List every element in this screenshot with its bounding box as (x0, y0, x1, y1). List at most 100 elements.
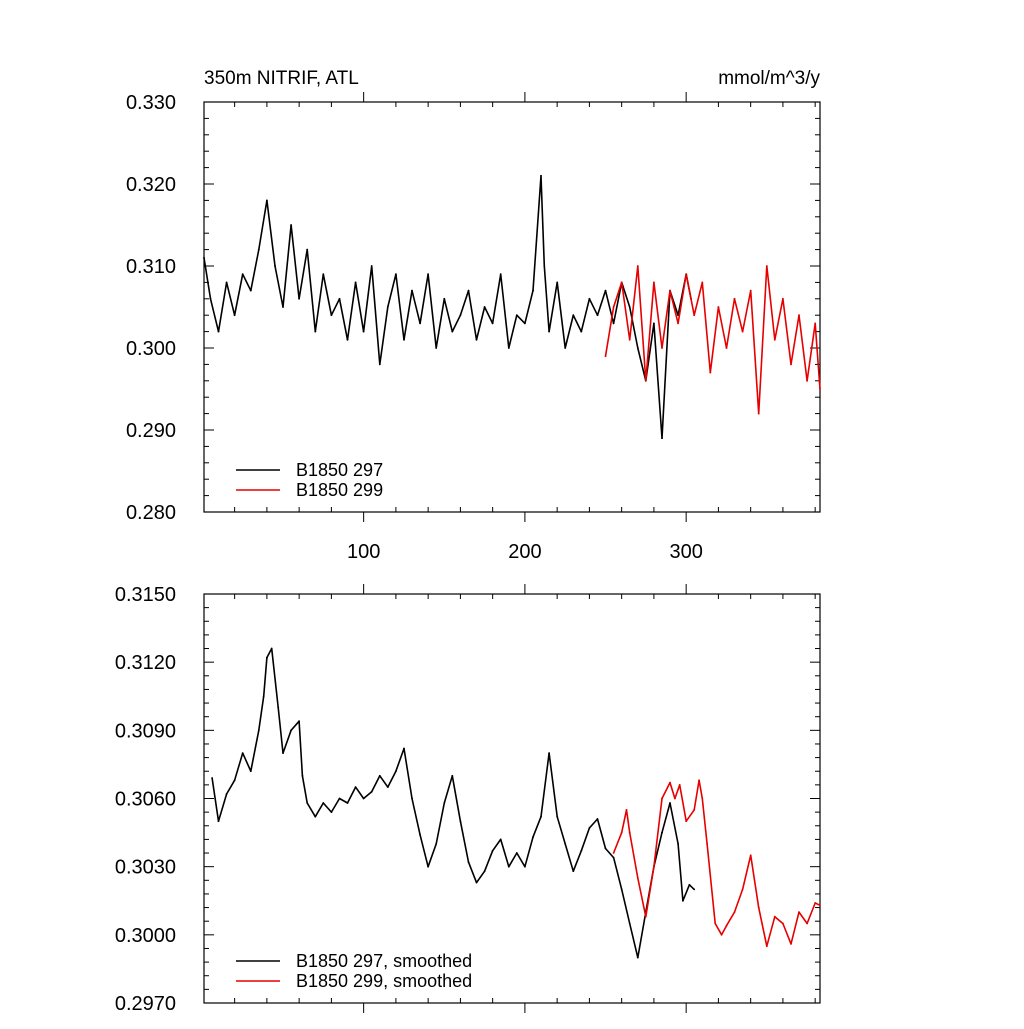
data-point-1 (612, 852, 615, 854)
data-point-1 (685, 820, 688, 823)
data-point-0 (370, 790, 373, 793)
data-point-1 (628, 831, 631, 834)
x-tick-label: 200 (508, 541, 541, 563)
data-point-0 (459, 820, 462, 823)
data-point-0 (354, 281, 357, 284)
y-tick-label: 0.280 (126, 502, 176, 524)
data-point-0 (314, 815, 317, 818)
data-point-0 (354, 786, 357, 788)
data-point-0 (540, 174, 542, 177)
y-tick-label: 0.3060 (115, 789, 176, 811)
data-point-0 (564, 843, 567, 845)
legend-label-0: B1850 297 (296, 460, 383, 480)
data-point-0 (322, 273, 325, 276)
data-point-1 (773, 338, 776, 341)
data-point-0 (532, 289, 534, 292)
data-point-0 (411, 797, 413, 800)
data-point-0 (628, 306, 631, 308)
data-point-0 (225, 793, 228, 795)
data-point-0 (386, 786, 389, 788)
y-tick-label: 0.3090 (115, 720, 176, 742)
data-point-0 (596, 818, 599, 820)
data-point-0 (274, 265, 276, 267)
series-line-0 (211, 647, 695, 959)
x-tick-label: 100 (347, 541, 380, 563)
data-point-0 (543, 265, 546, 267)
data-point-0 (564, 347, 567, 349)
data-point-1 (661, 797, 663, 800)
data-point-0 (515, 314, 518, 317)
data-point-1 (741, 330, 744, 333)
data-point-0 (290, 729, 292, 732)
data-point-0 (203, 256, 205, 259)
data-point-1 (701, 281, 704, 284)
data-point-0 (588, 827, 591, 829)
data-point-0 (403, 338, 405, 341)
data-point-1 (798, 314, 800, 317)
legend-label-1: B1850 299 (296, 480, 383, 500)
y-tick-label: 0.2970 (115, 993, 176, 1015)
bottom-plot-area: 0.2970 0.3000 0.3030 0.3060 0.3090 0.3120 0.31… (115, 584, 821, 1015)
data-point-0 (330, 811, 333, 813)
data-point-1 (604, 355, 607, 358)
data-point-0 (386, 306, 389, 308)
data-point-0 (346, 338, 349, 341)
data-point-0 (233, 779, 236, 782)
data-point-0 (378, 363, 381, 366)
data-point-1 (678, 784, 681, 786)
data-point-0 (475, 881, 478, 884)
units-label: mmol/m^3/y (718, 68, 820, 89)
data-point-0 (209, 297, 212, 300)
data-point-0 (669, 802, 671, 804)
data-point-0 (427, 865, 429, 868)
data-point-0 (419, 834, 421, 836)
data-point-0 (298, 720, 300, 723)
data-point-0 (636, 347, 639, 349)
data-point-0 (604, 847, 607, 850)
data-point-1 (733, 911, 736, 913)
data-point-0 (588, 297, 591, 300)
plot-frame (203, 101, 821, 513)
data-point-1 (653, 865, 655, 868)
data-point-1 (636, 265, 639, 267)
data-point-1 (765, 945, 768, 948)
data-point-0 (225, 281, 228, 284)
legend-label-1: B1850 299, smoothed (296, 971, 472, 991)
data-point-0 (580, 849, 583, 852)
data-point-0 (507, 865, 510, 868)
data-point-0 (306, 802, 309, 804)
plot-frame (203, 593, 821, 1004)
data-point-0 (290, 224, 292, 226)
data-point-0 (233, 314, 236, 317)
data-point-1 (698, 779, 700, 782)
data-point-0 (491, 849, 494, 852)
data-point-1 (725, 924, 728, 927)
data-point-0 (298, 297, 300, 300)
data-point-0 (677, 314, 679, 317)
data-point-1 (765, 265, 768, 267)
data-point-0 (572, 870, 575, 873)
data-point-0 (443, 297, 446, 300)
data-point-1 (790, 943, 792, 945)
data-point-0 (262, 695, 265, 698)
data-point-1 (674, 797, 676, 800)
data-point-1 (819, 904, 821, 907)
data-point-0 (266, 199, 268, 202)
data-point-0 (270, 647, 273, 650)
data-point-0 (403, 747, 405, 750)
data-point-0 (548, 330, 550, 333)
data-point-0 (580, 330, 583, 333)
data-point-0 (411, 289, 413, 292)
data-point-1 (819, 388, 821, 390)
data-point-0 (257, 248, 260, 251)
data-point-0 (499, 838, 502, 841)
data-point-0 (451, 330, 454, 333)
y-tick-label: 0.330 (126, 92, 176, 114)
chart-title: 350m NITRIF, ATL (204, 68, 359, 89)
series-line-1 (604, 265, 821, 415)
data-point-1 (612, 306, 615, 308)
data-point-0 (249, 289, 252, 292)
data-point-1 (693, 809, 696, 811)
y-tick-label: 0.300 (126, 338, 176, 360)
